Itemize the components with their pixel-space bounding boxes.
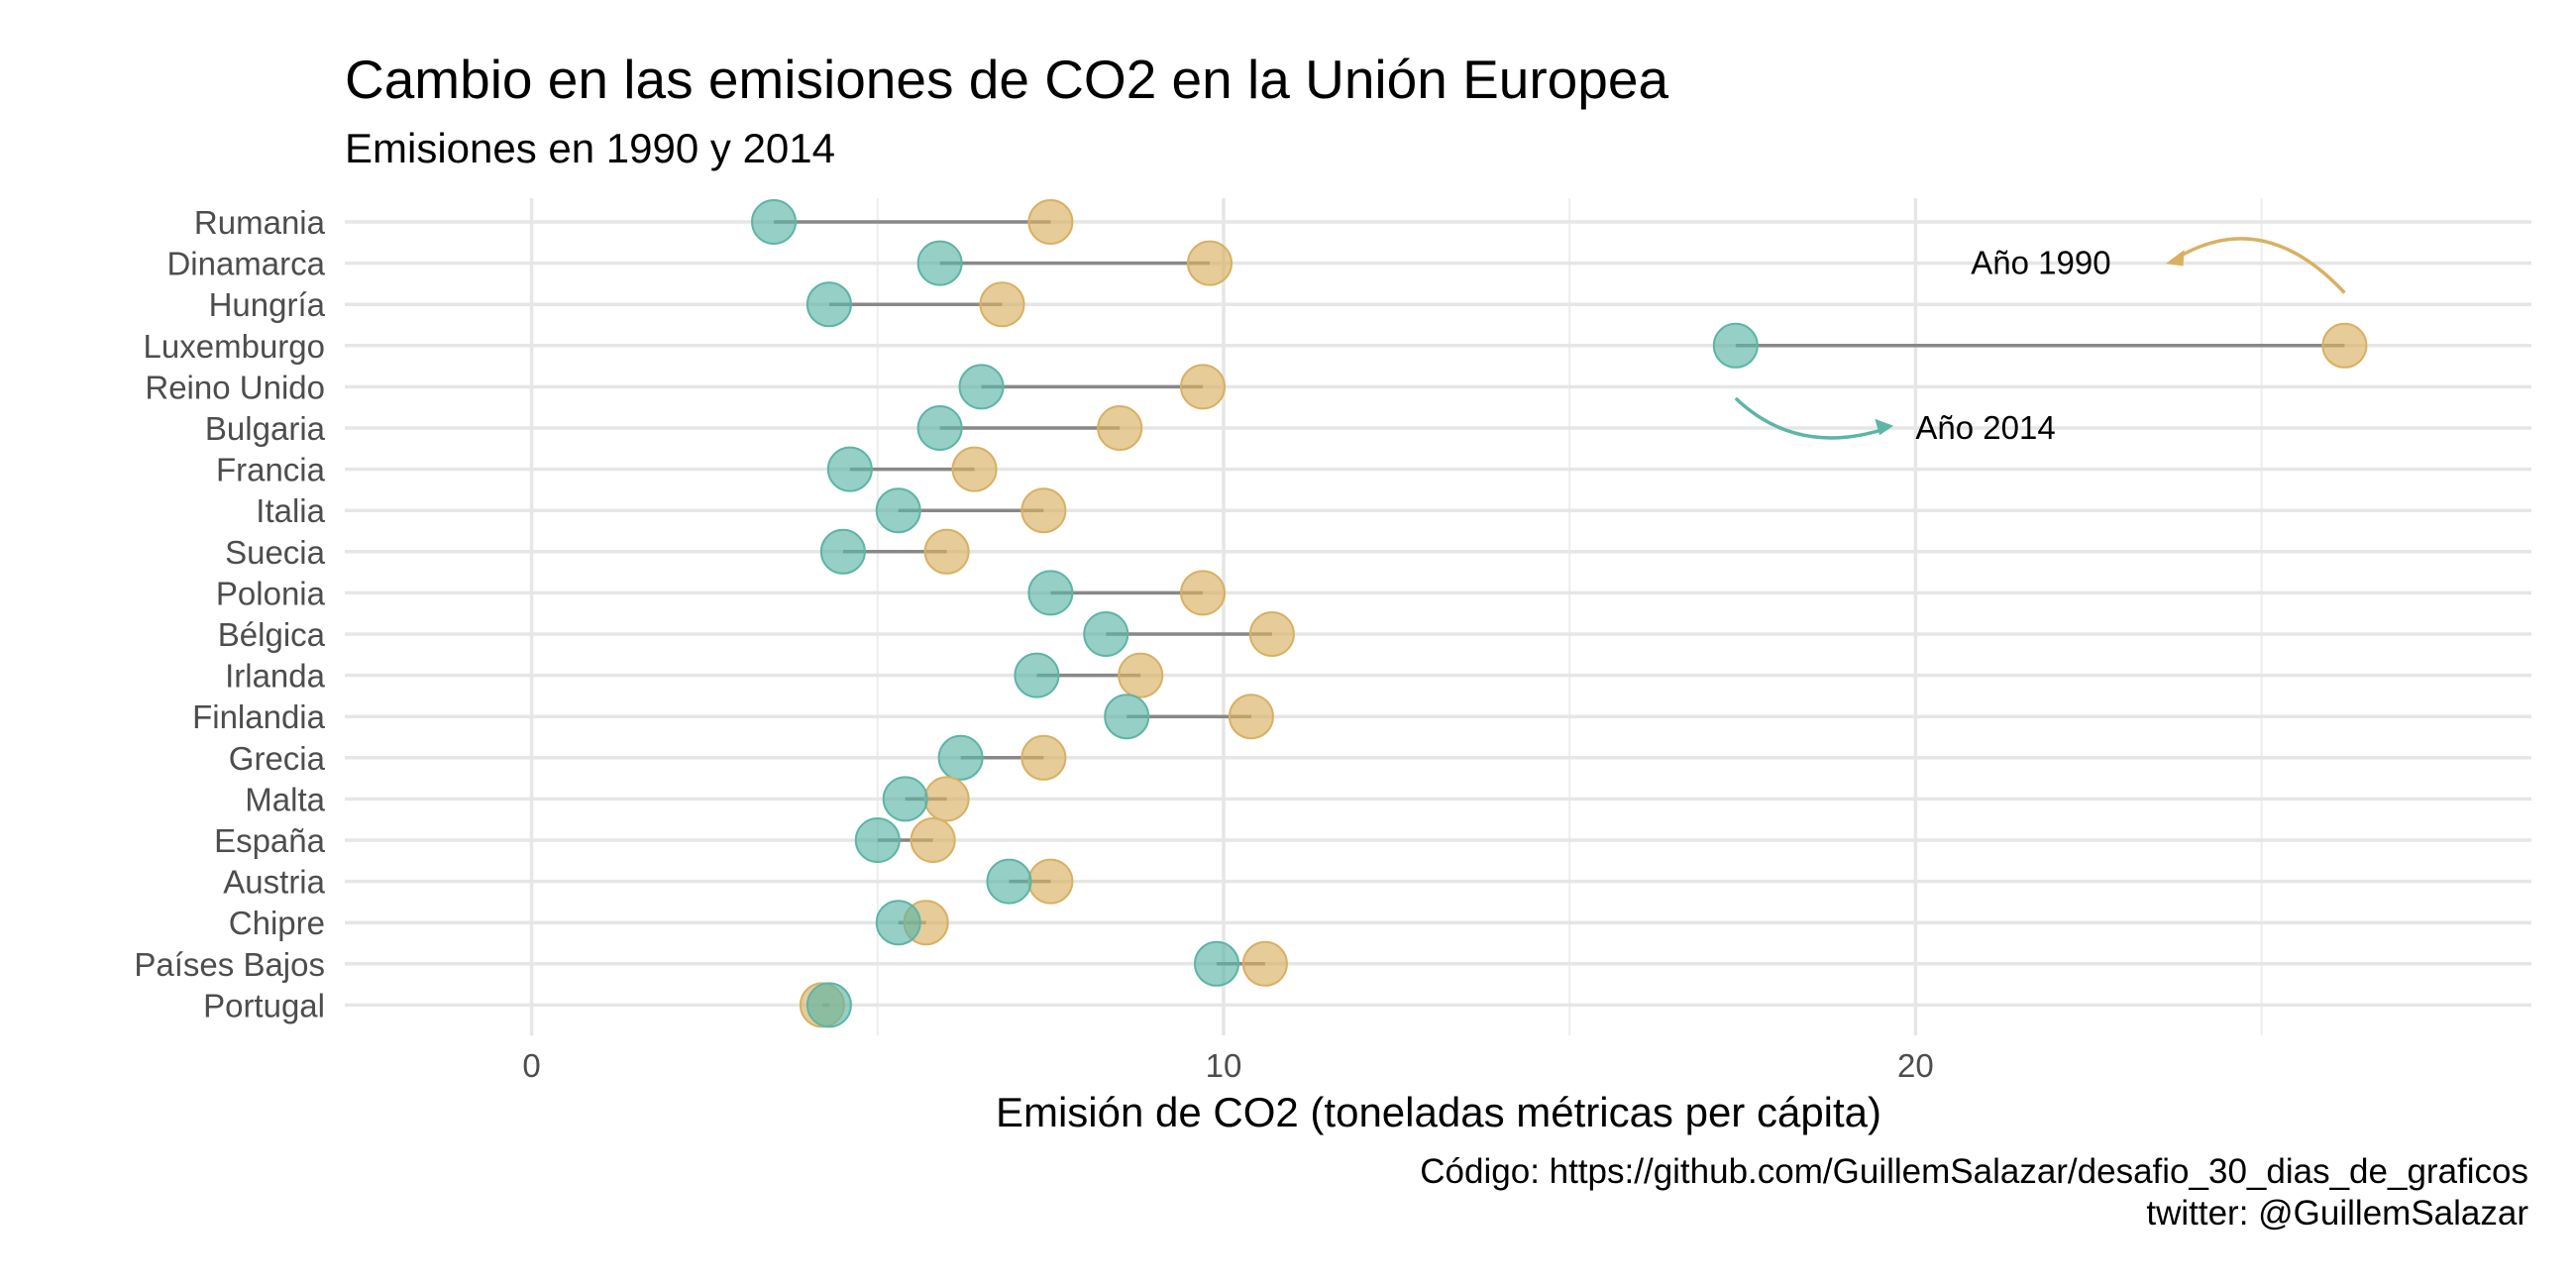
caption: Código: https://github.com/GuillemSalaza… <box>1420 1151 2528 1234</box>
annotation-layer: Año 1990 Año 2014 <box>1734 237 2346 446</box>
y-tick-label: Luxemburgo <box>144 328 325 365</box>
y-tick-label: Bulgaria <box>205 410 326 447</box>
point-1990 <box>1020 487 1067 534</box>
point-2014 <box>875 900 921 946</box>
y-tick-label: Austria <box>223 864 325 901</box>
y-tick-label: Francia <box>216 452 326 488</box>
chart-title: Cambio en las emisiones de CO2 en la Uni… <box>345 49 1669 110</box>
point-2014 <box>805 982 852 1028</box>
x-axis-title: Emisión de CO2 (toneladas métricas per c… <box>996 1089 1881 1135</box>
y-tick-label: Bélgica <box>218 616 326 653</box>
y-tick-label: Dinamarca <box>166 246 325 282</box>
point-1990 <box>923 528 970 575</box>
point-2014 <box>1083 611 1129 657</box>
y-tick-label: Polonia <box>216 575 326 611</box>
point-2014 <box>1712 322 1759 369</box>
point-layer <box>751 199 2368 1028</box>
point-2014 <box>805 281 852 328</box>
point-1990 <box>1241 940 1288 987</box>
point-1990 <box>1118 652 1164 698</box>
point-2014 <box>854 817 901 863</box>
annotation-2014: Año 2014 <box>1915 409 2055 446</box>
point-1990 <box>910 817 956 863</box>
y-tick-label: Irlanda <box>225 658 326 695</box>
caption-twitter: twitter: @GuillemSalazar <box>2146 1194 2528 1233</box>
dumbbell-chart: 0 10 20 Rumania Dinamarca Hungría Luxemburgo Re… <box>134 198 2531 1135</box>
annotation-1990: Año 1990 <box>1971 245 2110 281</box>
chart-subtitle: Emisiones en 1990 y 2014 <box>345 125 835 171</box>
x-tick-label: 0 <box>522 1047 540 1084</box>
point-2014 <box>916 405 963 451</box>
point-2014 <box>937 734 984 781</box>
y-tick-label: Malta <box>245 781 325 817</box>
y-tick-label: Reino Unido <box>145 369 325 405</box>
label-layer: 0 10 20 Rumania Dinamarca Hungría Luxemburgo Re… <box>134 204 1933 1084</box>
point-2014 <box>819 528 866 575</box>
y-tick-label: Suecia <box>225 534 326 571</box>
y-tick-label: Rumania <box>194 204 326 241</box>
y-tick-label: Italia <box>256 492 325 529</box>
arrowhead-1990 <box>2165 250 2185 267</box>
y-tick-label: España <box>214 822 326 859</box>
y-tick-label: Países Bajos <box>134 946 325 983</box>
point-1990 <box>2321 322 2368 369</box>
y-tick-label: Chipre <box>229 905 325 941</box>
point-1990 <box>1180 364 1227 410</box>
point-1990 <box>1020 734 1067 781</box>
point-1990 <box>1248 611 1295 657</box>
point-2014 <box>751 199 798 245</box>
point-1990 <box>951 446 998 492</box>
point-2014 <box>875 487 921 534</box>
point-1990 <box>1027 199 1074 245</box>
point-1990 <box>1187 240 1234 286</box>
point-1990 <box>1228 694 1274 740</box>
grid-layer <box>345 198 2531 1035</box>
x-tick-label: 10 <box>1206 1047 1242 1084</box>
point-2014 <box>1194 940 1240 987</box>
point-1990 <box>1097 405 1143 451</box>
point-2014 <box>916 240 963 286</box>
arrowhead-2014 <box>1875 418 1894 436</box>
point-2014 <box>826 446 873 492</box>
point-1990 <box>979 281 1025 328</box>
y-tick-label: Portugal <box>203 987 325 1023</box>
caption-code: Código: https://github.com/GuillemSalaza… <box>1420 1152 2528 1191</box>
y-tick-label: Hungría <box>209 286 326 323</box>
arrow-1990 <box>2170 237 2346 294</box>
y-tick-label: Grecia <box>229 740 326 777</box>
point-2014 <box>1014 652 1060 698</box>
point-2014 <box>986 858 1032 905</box>
arrow-2014 <box>1734 396 1889 440</box>
point-1990 <box>1027 858 1074 905</box>
point-2014 <box>882 776 928 822</box>
point-1990 <box>923 776 970 822</box>
point-2014 <box>958 364 1005 410</box>
point-2014 <box>1104 694 1150 740</box>
x-tick-label: 20 <box>1897 1047 1934 1084</box>
point-2014 <box>1027 570 1074 616</box>
point-1990 <box>1180 570 1227 616</box>
y-tick-label: Finlandia <box>192 698 326 735</box>
